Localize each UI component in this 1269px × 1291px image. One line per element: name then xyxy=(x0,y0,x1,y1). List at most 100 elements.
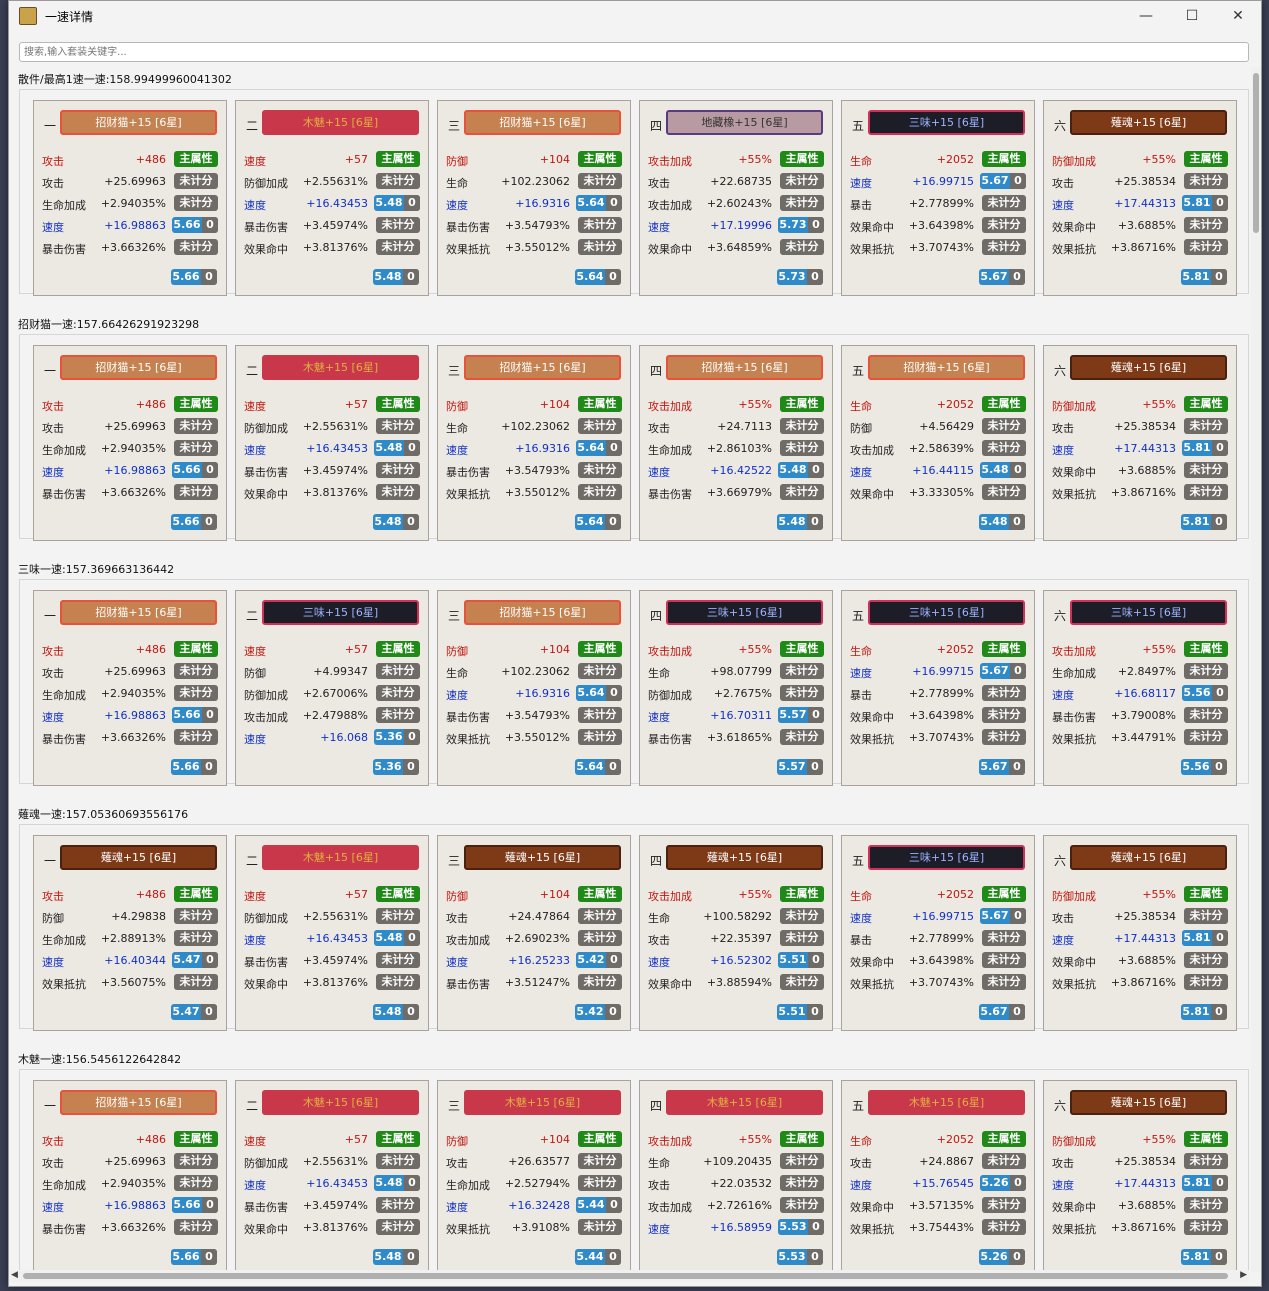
soul-card[interactable]: 四地藏橡+15 [6星] 攻击加成 +55% 主属性 攻击 +22.68735 未计分 攻击加… xyxy=(639,100,833,296)
unscored-tag: 未计分 xyxy=(780,729,824,745)
stat-value: +55% xyxy=(738,643,772,656)
soul-card[interactable]: 六薙魂+15 [6星] 防御加成 +55% 主属性 攻击 +25.38534 未计分 速度 +1… xyxy=(1043,835,1237,1031)
soul-card[interactable]: 一薙魂+15 [6星] 攻击 +486 主属性 防御 +4.29838 未计分 生命加成 +2.… xyxy=(33,835,227,1031)
stat-name: 生命加成 xyxy=(446,1179,490,1192)
soul-card[interactable]: 三招财猫+15 [6星] 防御 +104 主属性 生命 +102.23062 未计分 速度 +1… xyxy=(437,590,631,786)
stat-name: 生命 xyxy=(850,890,872,903)
stat-value: +16.98863 xyxy=(104,464,166,477)
soul-card[interactable]: 三木魅+15 [6星] 防御 +104 主属性 攻击 +26.63577 未计分 生命加成 +2… xyxy=(437,1080,631,1272)
stat-value: +2.77899% xyxy=(908,197,974,210)
stat-value: +55% xyxy=(1142,398,1176,411)
set-name-badge: 木魅+15 [6星] xyxy=(464,1090,621,1115)
stat-value: +25.69963 xyxy=(104,665,166,678)
soul-card[interactable]: 四招财猫+15 [6星] 攻击加成 +55% 主属性 攻击 +24.7113 未计分 生命加成… xyxy=(639,345,833,541)
minimize-button[interactable]: — xyxy=(1139,8,1153,24)
stat-row: 防御加成 +55% 主属性 xyxy=(1052,886,1228,904)
stat-value: +109.20435 xyxy=(703,1155,772,1168)
main-attr-tag: 主属性 xyxy=(1184,396,1228,412)
unscored-tag: 未计分 xyxy=(780,418,824,434)
soul-card[interactable]: 二木魅+15 [6星] 速度 +57 主属性 防御加成 +2.55631% 未计分 速度 +16… xyxy=(235,345,429,541)
soul-card[interactable]: 六三味+15 [6星] 攻击加成 +55% 主属性 生命加成 +2.8497% 未计分 速度 +… xyxy=(1043,590,1237,786)
soul-card[interactable]: 三薙魂+15 [6星] 防御 +104 主属性 攻击 +24.47864 未计分 攻击加成 +2… xyxy=(437,835,631,1031)
soul-card[interactable]: 三招财猫+15 [6星] 防御 +104 主属性 生命 +102.23062 未计分 速度 +1… xyxy=(437,100,631,296)
soul-card[interactable]: 六薙魂+15 [6星] 防御加成 +55% 主属性 攻击 +25.38534 未计分 速度 +1… xyxy=(1043,1080,1237,1272)
stat-value: +16.98863 xyxy=(104,1199,166,1212)
scroll-right-icon[interactable]: ▶ xyxy=(1240,1270,1247,1280)
soul-card[interactable]: 一招财猫+15 [6星] 攻击 +486 主属性 攻击 +25.69963 未计分 生命加成 +… xyxy=(33,100,227,296)
close-button[interactable]: ✕ xyxy=(1232,8,1244,24)
soul-card[interactable]: 六薙魂+15 [6星] 防御加成 +55% 主属性 攻击 +25.38534 未计分 速度 +1… xyxy=(1043,345,1237,541)
horizontal-scroll-thumb[interactable] xyxy=(23,1273,1228,1279)
stat-row: 暴击伤害 +3.66326% 未计分 xyxy=(42,729,218,747)
stat-row: 生命 +98.07799 未计分 xyxy=(648,663,824,681)
scroll-left-icon[interactable]: ◀ xyxy=(11,1270,18,1280)
stat-value: +17.44313 xyxy=(1114,932,1176,945)
horizontal-scrollbar[interactable]: ◀ ▶ xyxy=(9,1270,1249,1282)
search-input[interactable] xyxy=(19,42,1249,62)
stat-name: 攻击 xyxy=(42,400,64,413)
stat-row: 攻击加成 +2.72616% 未计分 xyxy=(648,1197,824,1215)
slot-number: 二 xyxy=(246,609,259,623)
set-name-badge: 招财猫+15 [6星] xyxy=(464,600,621,625)
vertical-scrollbar[interactable] xyxy=(1251,67,1261,1272)
soul-card[interactable]: 三招财猫+15 [6星] 防御 +104 主属性 生命 +102.23062 未计分 速度 +1… xyxy=(437,345,631,541)
stat-name: 速度 xyxy=(1052,1179,1074,1192)
main-attr-tag: 主属性 xyxy=(376,886,420,902)
stat-row: 防御 +104 主属性 xyxy=(446,886,622,904)
slot-number: 一 xyxy=(44,854,57,868)
stat-name: 速度 xyxy=(42,711,64,724)
stat-value: +2.52794% xyxy=(504,1177,570,1190)
soul-card[interactable]: 五三味+15 [6星] 生命 +2052 主属性 速度 +16.99715 5.67 0 暴击 +… xyxy=(841,100,1035,296)
total-score: 5.81 xyxy=(1182,1005,1210,1018)
maximize-button[interactable]: ☐ xyxy=(1185,8,1199,24)
stat-value: +104 xyxy=(539,1133,570,1146)
score-zero: 0 xyxy=(1010,663,1026,679)
stat-name: 效果抵抗 xyxy=(1052,488,1096,501)
total-score: 5.56 xyxy=(1182,760,1210,773)
stat-name: 暴击伤害 xyxy=(648,488,692,501)
stat-name: 效果抵抗 xyxy=(446,243,490,256)
stat-row: 速度 +16.98863 5.66 0 xyxy=(42,1197,218,1215)
speed-score: 5.81 xyxy=(1183,441,1211,454)
stat-name: 效果命中 xyxy=(1052,466,1096,479)
soul-card[interactable]: 四薙魂+15 [6星] 攻击加成 +55% 主属性 生命 +100.58292 未计分 攻击 +… xyxy=(639,835,833,1031)
soul-card[interactable]: 二三味+15 [6星] 速度 +57 主属性 防御 +4.99347 未计分 防御加成 +2.6… xyxy=(235,590,429,786)
group-box xyxy=(19,334,1249,539)
soul-card[interactable]: 五三味+15 [6星] 生命 +2052 主属性 速度 +16.99715 5.67 0 暴击 +… xyxy=(841,590,1035,786)
stat-name: 攻击 xyxy=(446,1157,468,1170)
stat-name: 效果抵抗 xyxy=(850,243,894,256)
soul-card[interactable]: 二木魅+15 [6星] 速度 +57 主属性 防御加成 +2.55631% 未计分 速度 +16… xyxy=(235,100,429,296)
soul-card[interactable]: 五招财猫+15 [6星] 生命 +2052 主属性 防御 +4.56429 未计分 攻击加成 +… xyxy=(841,345,1035,541)
stat-value: +3.81376% xyxy=(302,241,368,254)
soul-card[interactable]: 二木魅+15 [6星] 速度 +57 主属性 防御加成 +2.55631% 未计分 速度 +16… xyxy=(235,835,429,1031)
unscored-tag: 未计分 xyxy=(1184,217,1228,233)
soul-card[interactable]: 四三味+15 [6星] 攻击加成 +55% 主属性 生命 +98.07799 未计分 防御加成… xyxy=(639,590,833,786)
stat-row: 速度 +16.40344 5.47 0 xyxy=(42,952,218,970)
stat-name: 防御 xyxy=(446,890,468,903)
soul-card[interactable]: 一招财猫+15 [6星] 攻击 +486 主属性 攻击 +25.69963 未计分 生命加成 +… xyxy=(33,1080,227,1272)
soul-card[interactable]: 六薙魂+15 [6星] 防御加成 +55% 主属性 攻击 +25.38534 未计分 速度 +1… xyxy=(1043,100,1237,296)
stat-value: +3.57135% xyxy=(908,1199,974,1212)
stat-name: 攻击 xyxy=(1052,177,1074,190)
speed-score-tag: 5.66 0 xyxy=(172,1197,218,1213)
stat-value: +16.43453 xyxy=(306,197,368,210)
vertical-scroll-thumb[interactable] xyxy=(1253,73,1259,233)
stat-name: 暴击伤害 xyxy=(1052,711,1096,724)
stat-name: 防御加成 xyxy=(244,177,288,190)
soul-card[interactable]: 五木魅+15 [6星] 生命 +2052 主属性 攻击 +24.8867 未计分 速度 +15.… xyxy=(841,1080,1035,1272)
soul-card[interactable]: 一招财猫+15 [6星] 攻击 +486 主属性 攻击 +25.69963 未计分 生命加成 +… xyxy=(33,590,227,786)
stat-value: +104 xyxy=(539,643,570,656)
soul-card[interactable]: 五三味+15 [6星] 生命 +2052 主属性 速度 +16.99715 5.67 0 暴击 +… xyxy=(841,835,1035,1031)
stat-name: 攻击加成 xyxy=(648,1201,692,1214)
set-name-badge: 招财猫+15 [6星] xyxy=(60,1090,217,1115)
total-zero: 0 xyxy=(605,1004,621,1020)
score-zero: 0 xyxy=(202,707,218,723)
unscored-tag: 未计分 xyxy=(578,663,622,679)
stat-row: 效果命中 +3.6885% 未计分 xyxy=(1052,1197,1228,1215)
main-attr-tag: 主属性 xyxy=(376,1131,420,1147)
soul-card[interactable]: 二木魅+15 [6星] 速度 +57 主属性 防御加成 +2.55631% 未计分 速度 +16… xyxy=(235,1080,429,1272)
soul-card[interactable]: 一招财猫+15 [6星] 攻击 +486 主属性 攻击 +25.69963 未计分 生命加成 +… xyxy=(33,345,227,541)
stat-row: 攻击 +22.68735 未计分 xyxy=(648,173,824,191)
main-attr-tag: 主属性 xyxy=(1184,151,1228,167)
soul-card[interactable]: 四木魅+15 [6星] 攻击加成 +55% 主属性 生命 +109.20435 未计分 攻击 +… xyxy=(639,1080,833,1272)
